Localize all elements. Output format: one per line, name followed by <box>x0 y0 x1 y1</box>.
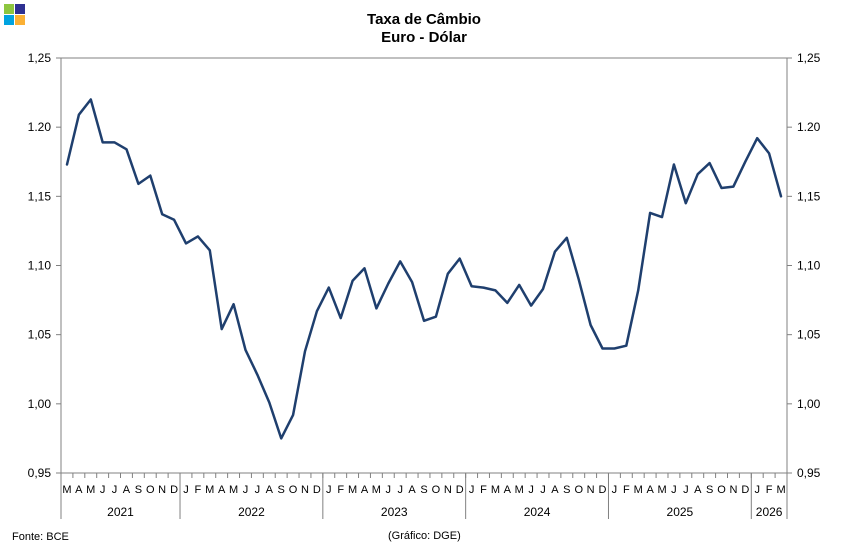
x-month-label: J <box>683 484 689 496</box>
series-line <box>65 98 783 440</box>
x-month-label: J <box>183 484 189 496</box>
x-month-label: J <box>100 484 106 496</box>
x-month-label: S <box>278 484 285 496</box>
x-month-label: S <box>135 484 142 496</box>
x-month-label: S <box>563 484 570 496</box>
logo-square <box>4 15 14 25</box>
x-month-label: J <box>243 484 249 496</box>
x-month-label: O <box>717 484 726 496</box>
x-month-label: F <box>623 484 630 496</box>
x-year-label: 2026 <box>756 505 783 519</box>
x-year-label: 2023 <box>381 505 408 519</box>
x-month-label: M <box>634 484 643 496</box>
x-month-label: A <box>551 484 559 496</box>
x-month-label: J <box>612 484 618 496</box>
x-month-label: D <box>170 484 178 496</box>
x-month-label: O <box>432 484 441 496</box>
y-tick-label-right: 1,00 <box>797 397 821 411</box>
x-month-label: F <box>766 484 773 496</box>
y-tick-label-left: 1,15 <box>28 189 52 203</box>
y-tick-label-left: 1,10 <box>28 259 52 273</box>
x-month-label: S <box>420 484 427 496</box>
x-month-label: S <box>706 484 713 496</box>
x-month-label: M <box>229 484 238 496</box>
x-month-label: M <box>348 484 357 496</box>
x-month-label: O <box>146 484 155 496</box>
x-month-label: D <box>456 484 464 496</box>
x-month-label: M <box>205 484 214 496</box>
y-tick-label-right: 0,95 <box>797 466 821 480</box>
x-month-label: F <box>480 484 487 496</box>
x-month-label: N <box>729 484 737 496</box>
x-month-label: F <box>195 484 202 496</box>
x-month-label: M <box>86 484 95 496</box>
x-month-label: M <box>776 484 785 496</box>
x-month-label: F <box>337 484 344 496</box>
y-tick-label-left: 0,95 <box>28 466 52 480</box>
x-year-label: 2021 <box>107 505 134 519</box>
x-month-label: N <box>587 484 595 496</box>
x-month-label: J <box>540 484 546 496</box>
x-month-label: M <box>491 484 500 496</box>
x-month-label: M <box>657 484 666 496</box>
x-month-label: O <box>574 484 583 496</box>
x-month-label: M <box>372 484 381 496</box>
logo <box>4 4 26 26</box>
footer-source: Fonte: BCE <box>12 531 69 543</box>
y-tick-label-left: 1,25 <box>28 51 52 65</box>
x-month-label: D <box>741 484 749 496</box>
x-year-label: 2025 <box>667 505 694 519</box>
y-tick-label-right: 1,15 <box>797 189 821 203</box>
x-month-label: A <box>75 484 83 496</box>
x-month-label: A <box>646 484 654 496</box>
logo-square <box>15 15 25 25</box>
x-year-label: 2022 <box>238 505 265 519</box>
x-month-label: O <box>289 484 298 496</box>
x-month-label: A <box>694 484 702 496</box>
x-month-label: A <box>123 484 131 496</box>
logo-square <box>4 4 14 14</box>
chart-title-line2: Euro - Dólar <box>381 29 467 46</box>
x-month-label: A <box>266 484 274 496</box>
logo-square <box>15 4 25 14</box>
y-tick-label-right: 1,10 <box>797 259 821 273</box>
x-month-label: J <box>671 484 677 496</box>
x-month-label: J <box>754 484 760 496</box>
plot-frame <box>60 57 788 474</box>
x-month-label: J <box>397 484 403 496</box>
y-tick-label-right: 1,25 <box>797 51 821 65</box>
footer-credit: (Gráfico: DGE) <box>388 530 461 542</box>
x-month-label: M <box>515 484 524 496</box>
x-month-label: A <box>504 484 512 496</box>
x-month-label: N <box>158 484 166 496</box>
x-month-label: N <box>301 484 309 496</box>
y-tick-label-left: 1,00 <box>28 397 52 411</box>
x-month-label: J <box>469 484 475 496</box>
x-month-label: J <box>326 484 332 496</box>
x-month-label: J <box>255 484 261 496</box>
x-month-label: A <box>408 484 416 496</box>
chart-title: Taxa de Câmbio Euro - Dólar <box>0 11 848 47</box>
chart-title-line1: Taxa de Câmbio <box>367 11 481 28</box>
x-month-label: D <box>313 484 321 496</box>
x-month-label: D <box>599 484 607 496</box>
y-tick-label-right: 1.20 <box>797 120 821 134</box>
x-month-label: A <box>361 484 369 496</box>
y-tick-label-left: 1,05 <box>28 328 52 342</box>
x-year-label: 2024 <box>524 505 551 519</box>
y-tick-label-left: 1.20 <box>28 120 52 134</box>
x-month-label: J <box>112 484 118 496</box>
y-tick-label-right: 1,05 <box>797 328 821 342</box>
x-month-label: J <box>528 484 534 496</box>
x-month-label: M <box>62 484 71 496</box>
x-month-label: A <box>218 484 226 496</box>
x-month-label: N <box>444 484 452 496</box>
x-month-label: J <box>386 484 392 496</box>
